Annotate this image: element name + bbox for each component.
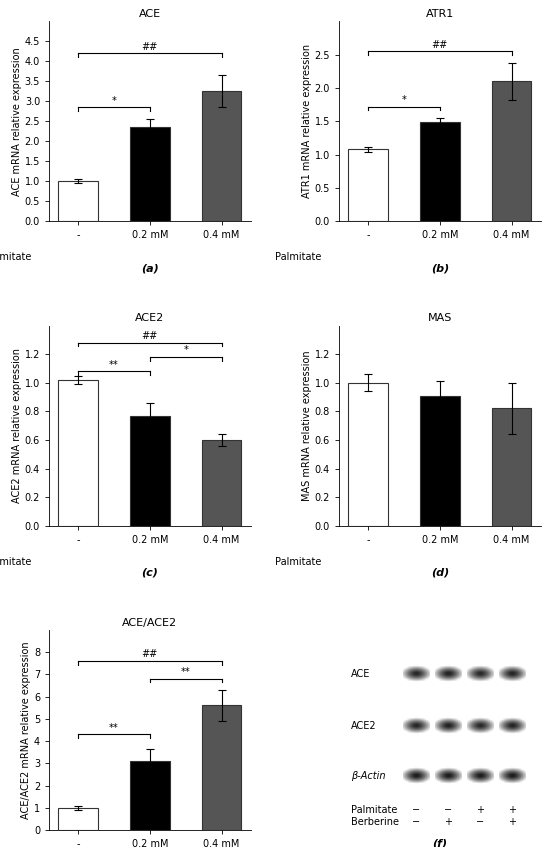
Text: (f): (f) bbox=[432, 838, 447, 847]
Bar bbox=[348, 383, 388, 526]
Text: **: ** bbox=[109, 360, 119, 369]
Text: β-Actin: β-Actin bbox=[351, 771, 385, 781]
Text: ACE2: ACE2 bbox=[351, 721, 377, 731]
Bar bbox=[348, 149, 388, 221]
Text: +: + bbox=[508, 817, 517, 827]
Bar bbox=[420, 122, 460, 221]
Y-axis label: MAS mRNA relative expression: MAS mRNA relative expression bbox=[302, 351, 312, 501]
Text: ##: ## bbox=[142, 42, 158, 52]
Text: −: − bbox=[476, 817, 484, 827]
Bar bbox=[130, 761, 170, 830]
Text: (b): (b) bbox=[431, 263, 449, 274]
Y-axis label: ATR1 mRNA relative expression: ATR1 mRNA relative expression bbox=[302, 44, 312, 198]
Text: *: * bbox=[183, 346, 188, 356]
Text: (c): (c) bbox=[141, 567, 158, 578]
Bar bbox=[202, 91, 241, 221]
Bar bbox=[420, 396, 460, 526]
Text: Palmitate: Palmitate bbox=[351, 805, 397, 815]
Bar bbox=[58, 379, 98, 526]
Text: **: ** bbox=[181, 667, 191, 678]
Text: +: + bbox=[444, 817, 452, 827]
Text: ACE: ACE bbox=[351, 669, 371, 679]
Text: Palmitate: Palmitate bbox=[275, 252, 321, 263]
Text: *: * bbox=[401, 95, 406, 105]
Bar bbox=[202, 706, 241, 830]
Text: Berberine: Berberine bbox=[351, 817, 399, 827]
Text: −: − bbox=[412, 805, 420, 815]
Text: +: + bbox=[476, 805, 484, 815]
Title: MAS: MAS bbox=[428, 313, 452, 324]
Text: (a): (a) bbox=[141, 263, 159, 274]
Bar bbox=[492, 81, 531, 221]
Title: ATR1: ATR1 bbox=[426, 9, 454, 19]
Text: Palmitate: Palmitate bbox=[275, 556, 321, 567]
Y-axis label: ACE2 mRNA relative expression: ACE2 mRNA relative expression bbox=[12, 348, 22, 503]
Text: −: − bbox=[412, 817, 420, 827]
Title: ACE/ACE2: ACE/ACE2 bbox=[122, 617, 177, 628]
Text: ##: ## bbox=[142, 650, 158, 659]
Bar bbox=[130, 127, 170, 221]
Text: *: * bbox=[111, 96, 116, 106]
Bar bbox=[58, 808, 98, 830]
Y-axis label: ACE/ACE2 mRNA relative expression: ACE/ACE2 mRNA relative expression bbox=[21, 641, 31, 819]
Text: −: − bbox=[444, 805, 452, 815]
Bar bbox=[58, 181, 98, 221]
Title: ACE2: ACE2 bbox=[135, 313, 164, 324]
Text: ##: ## bbox=[142, 331, 158, 341]
Text: +: + bbox=[508, 805, 517, 815]
Text: Palmitate: Palmitate bbox=[0, 252, 31, 263]
Y-axis label: ACE mRNA relative expression: ACE mRNA relative expression bbox=[12, 47, 22, 196]
Text: ##: ## bbox=[432, 40, 448, 50]
Title: ACE: ACE bbox=[139, 9, 161, 19]
Text: (d): (d) bbox=[431, 567, 449, 578]
Bar bbox=[492, 408, 531, 526]
Text: **: ** bbox=[109, 722, 119, 733]
Bar bbox=[202, 440, 241, 526]
Text: Palmitate: Palmitate bbox=[0, 556, 31, 567]
Bar bbox=[130, 416, 170, 526]
